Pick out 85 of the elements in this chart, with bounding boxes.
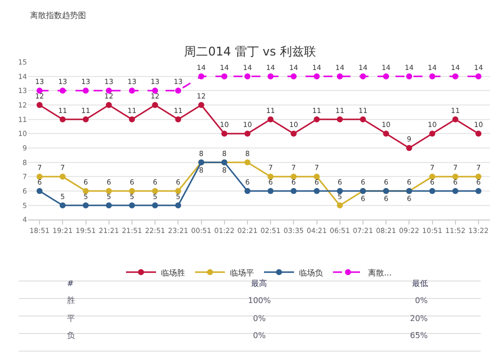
text: 胜 (67, 296, 75, 305)
point (452, 116, 458, 122)
point (82, 202, 89, 208)
point (314, 116, 320, 122)
point (360, 73, 366, 80)
text: 平 (67, 314, 75, 323)
point (128, 188, 135, 194)
text: 离散指数趋势图 (30, 11, 86, 20)
point (314, 73, 320, 80)
chart-title: 周二014 雷丁 vs 利兹联 (184, 44, 316, 58)
point (36, 188, 43, 194)
point (175, 116, 182, 122)
point (452, 188, 458, 194)
point (429, 174, 436, 180)
point (429, 130, 436, 137)
point (244, 130, 250, 137)
point (314, 174, 320, 180)
legend-label: 临场负 (299, 268, 323, 278)
point (336, 202, 343, 208)
point (290, 130, 297, 137)
point (128, 116, 135, 122)
point (175, 88, 182, 94)
legend-label: 离散... (368, 268, 392, 278)
point (60, 116, 66, 122)
point (268, 116, 274, 122)
point (128, 202, 135, 208)
point (336, 116, 343, 122)
text: 0% (253, 331, 266, 340)
legend-label: 临场胜 (161, 268, 185, 278)
text: 0% (253, 314, 266, 323)
point (475, 130, 482, 137)
text: 100% (248, 296, 272, 305)
point (244, 73, 250, 80)
point (475, 188, 482, 194)
point (60, 174, 66, 180)
point (452, 174, 458, 180)
text: 65% (410, 331, 428, 340)
point (198, 73, 204, 80)
point (60, 88, 66, 94)
text: # (67, 279, 74, 288)
point (268, 73, 274, 80)
point (244, 188, 250, 194)
point (290, 188, 297, 194)
point (221, 130, 228, 137)
point (36, 102, 43, 108)
point (290, 174, 297, 180)
text: 负 (67, 331, 75, 340)
point (429, 73, 436, 80)
text: 最低 (412, 279, 428, 288)
text: 20% (410, 314, 428, 323)
point (360, 116, 366, 122)
text: 最高 (251, 279, 267, 288)
point (429, 188, 436, 194)
point (82, 88, 89, 94)
point (106, 102, 112, 108)
point (82, 188, 89, 194)
point (475, 174, 482, 180)
point (152, 188, 158, 194)
point (383, 130, 390, 137)
point (82, 116, 89, 122)
legend-label: 临场平 (230, 268, 254, 278)
text: 0% (415, 296, 428, 305)
point (268, 188, 274, 194)
point (152, 202, 158, 208)
point (336, 188, 343, 194)
point (383, 73, 390, 80)
point (128, 88, 135, 94)
point (452, 73, 458, 80)
point (36, 174, 43, 180)
point (268, 174, 274, 180)
point (60, 202, 66, 208)
point (152, 102, 158, 108)
point (106, 202, 112, 208)
point (221, 73, 228, 80)
point (290, 73, 297, 80)
point (314, 188, 320, 194)
point (475, 73, 482, 80)
point (106, 188, 112, 194)
point (406, 73, 412, 80)
point (175, 202, 182, 208)
point (406, 145, 412, 152)
point (175, 188, 182, 194)
point (336, 73, 343, 80)
point (244, 159, 250, 166)
point (198, 102, 204, 108)
